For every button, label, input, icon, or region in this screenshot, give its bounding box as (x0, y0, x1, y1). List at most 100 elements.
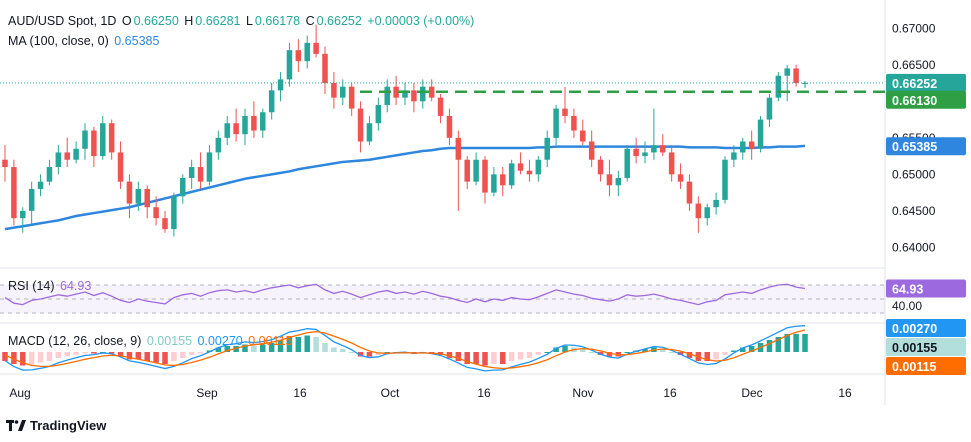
macd-histogram-bar (606, 352, 613, 357)
candle-body (588, 141, 595, 160)
symbol-title: AUD/USD Spot, 1D (8, 14, 117, 28)
candle-body (224, 123, 230, 138)
candle-body (668, 152, 675, 175)
macd-histogram-bar (46, 352, 53, 361)
candle-body (704, 207, 710, 219)
macd-histogram-bar (108, 352, 115, 354)
x-tick-label: Oct (381, 386, 400, 400)
macd-histogram-bar (224, 346, 230, 352)
macd-histogram-bar (517, 352, 524, 360)
macd-histogram-bar (588, 352, 595, 353)
brand[interactable]: TradingView (6, 418, 106, 433)
macd-histogram-bar (197, 352, 204, 354)
macd-histogram-bar (704, 352, 710, 361)
candle-body (553, 108, 559, 138)
macd-histogram-bar (580, 349, 586, 352)
candle-body (731, 152, 737, 160)
candle-body (144, 188, 150, 208)
last-price-tag-bg (886, 73, 966, 92)
x-tick-label: Nov (572, 386, 593, 400)
y-tick-label: 0.64000 (892, 240, 936, 254)
macd-histogram-bar (348, 352, 355, 353)
macd-histogram-bar (624, 352, 630, 353)
macd-histogram-bar (171, 352, 177, 361)
candle-body (766, 97, 773, 120)
candle-body (215, 137, 222, 153)
candle-body (11, 167, 17, 219)
candle-body (517, 163, 524, 171)
macd-histogram-bar (722, 352, 728, 355)
rsi-label: RSI (14) (8, 279, 55, 293)
candle-body (464, 159, 470, 182)
macd-histogram-bar (82, 352, 88, 354)
macd-histogram-bar (668, 352, 675, 353)
ma-header: MA (100, close, 0) 0.65385 (8, 34, 161, 48)
rsi-header: RSI (14) 64.93 (8, 279, 93, 293)
macd-histogram-bar (357, 352, 364, 357)
macd-histogram-bar (660, 349, 666, 352)
candle-body (526, 170, 533, 175)
candle-body (233, 123, 239, 135)
candle-body (562, 108, 568, 116)
candle-body (580, 130, 586, 142)
candle-body (91, 130, 97, 157)
candle-body (286, 50, 293, 80)
macd-histogram-bar (162, 352, 168, 364)
macd-histogram-bar (491, 352, 497, 364)
macd-histogram-bar (500, 352, 506, 364)
candle-body (482, 159, 488, 193)
candle-body (340, 86, 346, 98)
macd-tag-signal-bg (886, 357, 966, 375)
candle-body (242, 115, 248, 135)
rsi-line (4, 283, 806, 306)
macd-tag-macd-bg (886, 319, 966, 337)
macd-histogram-bar (553, 347, 559, 352)
candle-body (268, 90, 275, 113)
candle-body (491, 174, 497, 193)
ma-value: 0.65385 (114, 34, 160, 48)
candle-body (740, 141, 746, 153)
candle-body (197, 167, 204, 182)
candle-body (535, 159, 542, 175)
candle-body (153, 207, 159, 219)
candle-body (162, 218, 168, 230)
last-price-tag: 0.66252 (892, 77, 937, 91)
rsi-y-tick: 40.00 (892, 299, 922, 313)
macd-histogram-bar (180, 352, 186, 358)
macd-histogram-bar (20, 352, 26, 366)
y-tick-label: 0.64500 (892, 204, 936, 218)
candle-body (135, 188, 142, 204)
candle-body (251, 115, 257, 131)
candle-body (508, 163, 515, 186)
macd-histogram-bar (748, 346, 755, 352)
macd-histogram-bar (562, 346, 568, 352)
macd-histogram-bar (775, 337, 782, 352)
tradingview-logo-icon (6, 419, 26, 431)
candle-body (28, 188, 35, 211)
macd-tag-signal: 0.00115 (892, 360, 937, 374)
macd-histogram-bar (2, 352, 8, 361)
macd-histogram-bar (473, 352, 479, 364)
ma-price-tag-bg (886, 137, 966, 156)
macd-histogram-bar (322, 343, 328, 352)
candle-body (108, 123, 115, 153)
x-tick-label: 16 (293, 386, 307, 400)
open-label: O (121, 14, 132, 28)
x-tick-label: 16 (838, 386, 852, 400)
macd-histogram-bar (535, 352, 542, 355)
macd-histogram-bar (642, 349, 648, 352)
candle-body (117, 152, 124, 182)
macd-histogram-bar (526, 352, 533, 358)
low-value: 0.66178 (254, 14, 301, 28)
candle-body (420, 86, 426, 102)
support-price-tag-bg (886, 90, 966, 109)
macd-histogram-bar (277, 340, 284, 352)
macd-histogram-bar (242, 344, 248, 352)
candle-body (802, 83, 808, 85)
candle-body (428, 86, 435, 98)
candle-body (126, 181, 133, 204)
candle-body (2, 159, 8, 168)
macd-histogram-bar (686, 352, 693, 358)
candle-body (500, 174, 506, 186)
